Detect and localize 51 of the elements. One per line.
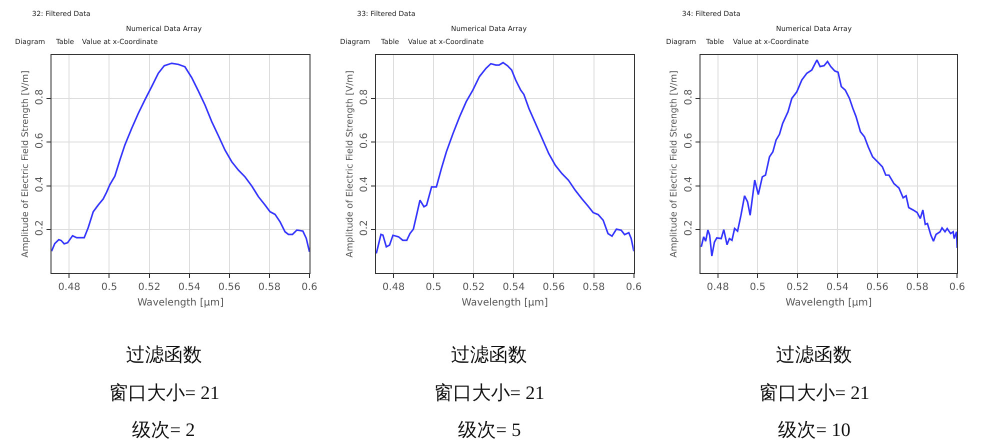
x-tick-label: 0.5 bbox=[101, 282, 118, 293]
text: 窗口大小= 21 bbox=[434, 382, 544, 404]
text: 窗口大小= 21 bbox=[109, 382, 220, 404]
x-tick-label: 0.6 bbox=[302, 282, 318, 293]
x-tick-label: 0.54 bbox=[178, 282, 200, 293]
x-tick-label: 0.52 bbox=[138, 282, 160, 293]
text: 窗口大小= 21 bbox=[759, 382, 870, 404]
y-tick-label: 0.2 bbox=[358, 220, 370, 236]
x-axis-title: Wavelength [µm] bbox=[137, 298, 224, 308]
x-tick-label: 0.6 bbox=[626, 282, 642, 293]
y-tick-label: 0.4 bbox=[34, 176, 46, 192]
x-tick-label: 0.48 bbox=[58, 282, 80, 293]
y-tick-label: 0.4 bbox=[683, 176, 694, 192]
x-tick-label: 0.58 bbox=[582, 282, 605, 293]
line-series bbox=[376, 62, 634, 254]
text: 过滤函数 bbox=[126, 345, 202, 366]
x-tick-label: 0.5 bbox=[426, 282, 442, 293]
y-tick-label: 0.2 bbox=[683, 220, 694, 236]
x-tick-label: 0.56 bbox=[542, 282, 565, 293]
x-tick-label: 0.58 bbox=[258, 282, 281, 293]
line-series bbox=[700, 59, 958, 257]
x-tick-label: 0.48 bbox=[382, 282, 405, 293]
y-axis-title: Amplitude of Electric Field Strength [V/m] bbox=[345, 70, 356, 258]
x-tick-label: 0.54 bbox=[826, 282, 849, 293]
y-tick-label: 0.6 bbox=[34, 132, 46, 149]
y-tick-label: 0.8 bbox=[683, 89, 694, 106]
text: 级次= 10 bbox=[778, 420, 850, 441]
x-tick-label: 0.54 bbox=[502, 282, 525, 293]
x-axis-title: Wavelength [µm] bbox=[786, 298, 872, 308]
y-tick-label: 0.8 bbox=[34, 89, 46, 106]
x-axis-title: Wavelength [µm] bbox=[462, 298, 548, 308]
y-axis-title: Amplitude of Electric Field Strength [V/m] bbox=[670, 70, 680, 258]
x-tick-label: 0.56 bbox=[866, 282, 889, 293]
y-tick-label: 0.8 bbox=[358, 89, 370, 106]
text: 过滤函数 bbox=[451, 345, 527, 366]
text: 级次= 5 bbox=[458, 420, 521, 441]
x-tick-label: 0.52 bbox=[462, 282, 485, 293]
x-tick-label: 0.56 bbox=[218, 282, 241, 293]
y-tick-label: 0.6 bbox=[683, 132, 694, 149]
line-series bbox=[52, 62, 310, 253]
text: 级次= 2 bbox=[132, 420, 195, 441]
text: 过滤函数 bbox=[776, 345, 852, 366]
x-tick-label: 0.48 bbox=[706, 282, 729, 293]
y-tick-label: 0.4 bbox=[358, 176, 370, 192]
y-tick-label: 0.6 bbox=[358, 132, 370, 149]
x-tick-label: 0.52 bbox=[786, 282, 809, 293]
x-tick-label: 0.6 bbox=[949, 282, 966, 293]
x-tick-label: 0.58 bbox=[906, 282, 928, 293]
x-tick-label: 0.5 bbox=[750, 282, 766, 293]
y-axis-title: Amplitude of Electric Field Strength [V/m] bbox=[20, 70, 31, 258]
y-tick-label: 0.2 bbox=[34, 220, 46, 236]
